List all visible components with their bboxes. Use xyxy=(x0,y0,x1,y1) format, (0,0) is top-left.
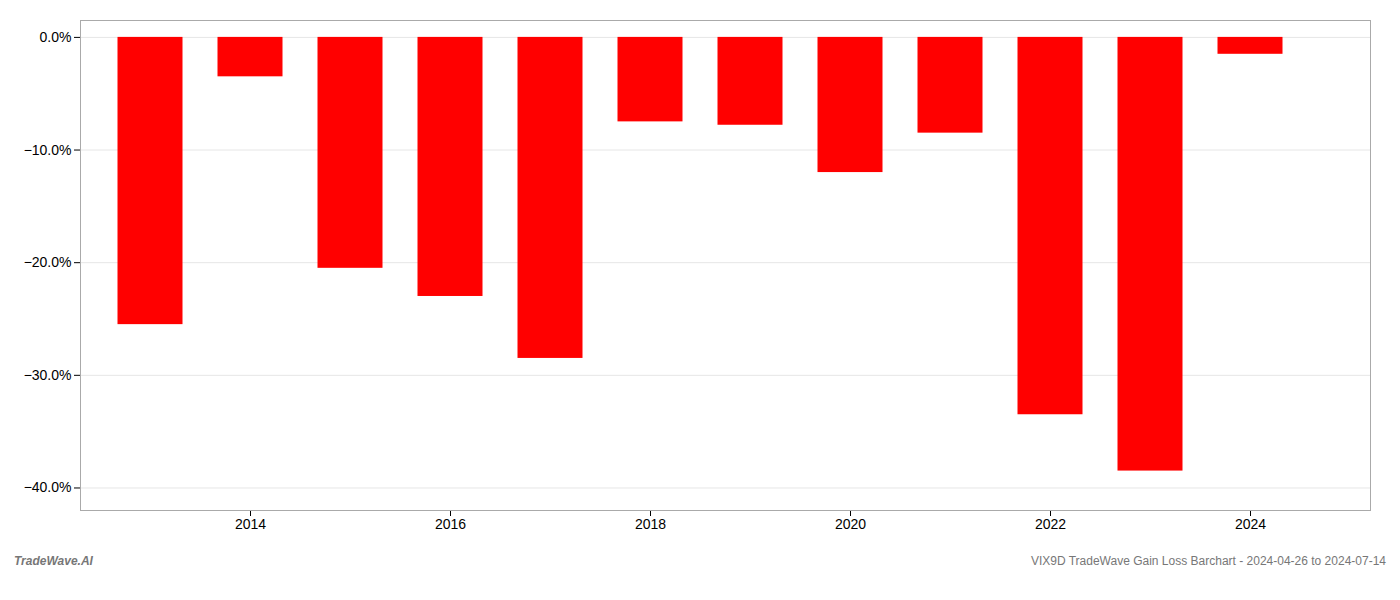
svg-text:2016: 2016 xyxy=(435,516,466,532)
svg-text:2020: 2020 xyxy=(835,516,866,532)
html-text:TradeWave.AI: TradeWave.AI xyxy=(14,554,93,568)
svg-text:2018: 2018 xyxy=(635,516,666,532)
svg-text:−40.0%: −40.0% xyxy=(24,479,72,495)
svg-text:0.0%: 0.0% xyxy=(40,29,72,45)
html-text:VIX9D TradeWave Gain Loss Barc: VIX9D TradeWave Gain Loss Barchart - 202… xyxy=(1030,554,1386,568)
svg-text:−10.0%: −10.0% xyxy=(24,142,72,158)
svg-text:2024: 2024 xyxy=(1235,516,1266,532)
svg-text:2014: 2014 xyxy=(235,516,266,532)
svg-text:−20.0%: −20.0% xyxy=(24,254,72,270)
svg-text:−30.0%: −30.0% xyxy=(24,367,72,383)
svg-text:2022: 2022 xyxy=(1035,516,1066,532)
